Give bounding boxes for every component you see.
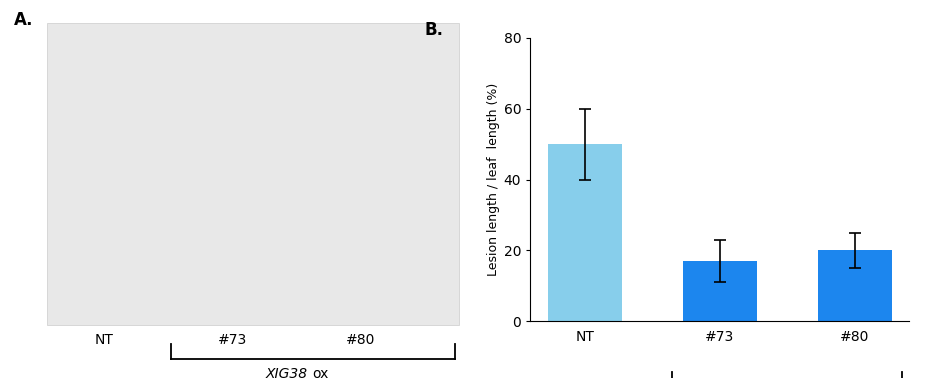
Bar — [47, 23, 459, 325]
Bar — [683, 261, 757, 321]
Text: XIG38: XIG38 — [266, 367, 308, 378]
Text: ox: ox — [313, 367, 330, 378]
Text: A.: A. — [14, 11, 34, 29]
Bar — [817, 251, 892, 321]
Text: #73: #73 — [218, 333, 247, 347]
Text: #80: #80 — [346, 333, 375, 347]
Text: B.: B. — [424, 21, 443, 39]
Y-axis label: Lesion length / leaf  length (%): Lesion length / leaf length (%) — [487, 83, 499, 276]
Bar — [547, 144, 622, 321]
Text: NT: NT — [95, 333, 114, 347]
